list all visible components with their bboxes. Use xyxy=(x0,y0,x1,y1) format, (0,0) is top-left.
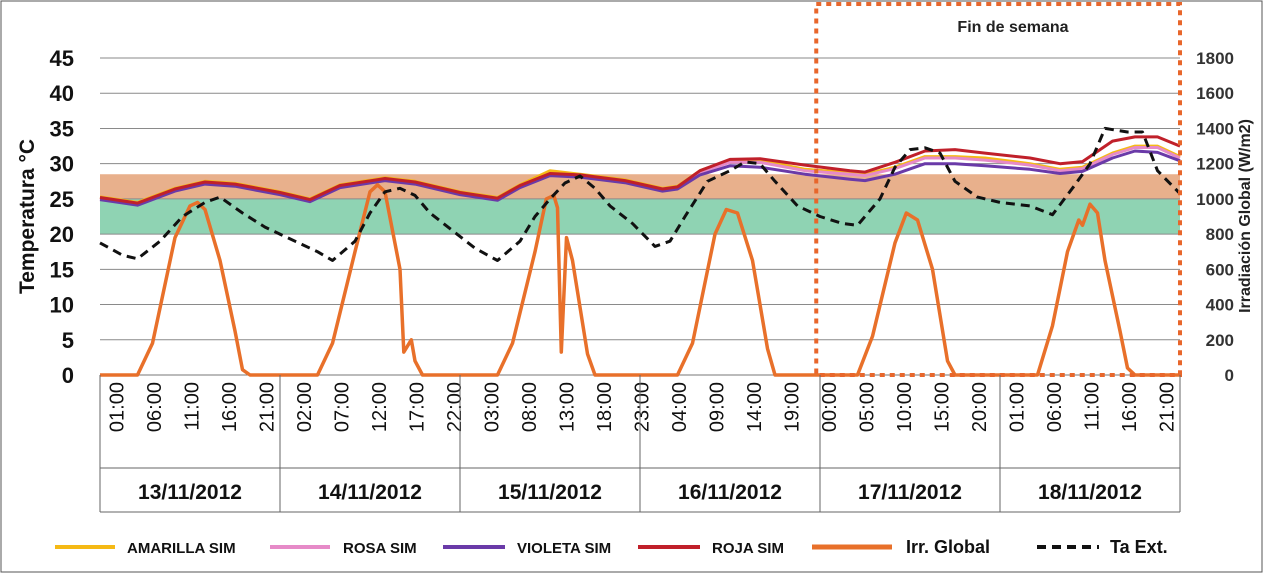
right-tick-label: 1800 xyxy=(1196,49,1234,68)
right-tick-label: 600 xyxy=(1206,260,1234,279)
x-tick-label: 23:00 xyxy=(631,382,653,432)
series-lines xyxy=(99,126,1182,377)
date-label: 17/11/2012 xyxy=(858,481,962,504)
right-tick-label: 1600 xyxy=(1196,84,1234,103)
right-tick-label: 1000 xyxy=(1196,190,1234,209)
x-tick-label: 19:00 xyxy=(781,382,803,432)
axes: 0 5 10 15 20 25 30 35 40 45 0 200 400 600 800 1000 1200 1… xyxy=(16,46,1254,388)
right-axis-title: Irradiación Global (W/m2) xyxy=(1237,119,1254,313)
weekend-box: Fin de semana xyxy=(814,2,1182,377)
weekend-label: Fin de semana xyxy=(957,19,1068,36)
left-tick-label: 40 xyxy=(50,81,74,106)
x-tick-label: 05:00 xyxy=(856,382,878,432)
right-tick-label: 0 xyxy=(1225,366,1234,385)
x-tick-label: 14:00 xyxy=(744,382,766,432)
date-label: 15/11/2012 xyxy=(498,481,602,504)
right-tick-label: 200 xyxy=(1206,331,1234,350)
right-tick-label: 1200 xyxy=(1196,155,1234,174)
weekend-dashed-box xyxy=(814,2,1182,377)
x-tick-label: 06:00 xyxy=(1044,382,1066,432)
left-tick-label: 10 xyxy=(50,293,74,318)
x-tick-label: 01:00 xyxy=(106,382,128,432)
left-tick-label: 5 xyxy=(62,328,74,353)
x-tick-label: 02:00 xyxy=(294,382,316,432)
legend-label: ROJA SIM xyxy=(712,540,784,557)
series-line-irr-global xyxy=(100,183,1180,377)
series-line-violeta-sim xyxy=(99,149,1181,207)
x-tick-label: 12:00 xyxy=(369,382,391,432)
x-tick-label: 16:00 xyxy=(219,382,241,432)
comfort-band-1 xyxy=(100,198,1180,235)
x-tick-label: 06:00 xyxy=(144,382,166,432)
legend-label: Ta Ext. xyxy=(1110,537,1168,557)
x-tick-label: 20:00 xyxy=(969,382,991,432)
date-label: 16/11/2012 xyxy=(678,481,782,504)
left-axis-title: Temperatura °C xyxy=(16,139,39,294)
x-tick-label: 21:00 xyxy=(256,382,278,432)
x-tick-label: 16:00 xyxy=(1119,382,1141,432)
date-label: 18/11/2012 xyxy=(1038,481,1142,504)
x-tick-label: 22:00 xyxy=(444,382,466,432)
left-tick-label: 0 xyxy=(62,363,74,388)
left-tick-label: 15 xyxy=(50,257,74,282)
left-tick-label: 20 xyxy=(50,222,74,247)
x-tick-label: 21:00 xyxy=(1156,382,1178,432)
x-tick-label: 01:00 xyxy=(1006,382,1028,432)
x-tick-label: 04:00 xyxy=(669,382,691,432)
legend: AMARILLA SIM ROSA SIM VIOLETA SIM ROJA SIM I… xyxy=(55,537,1168,557)
x-tick-label: 18:00 xyxy=(594,382,616,432)
left-tick-label: 35 xyxy=(50,116,74,141)
left-tick-label: 45 xyxy=(50,46,74,71)
x-tick-label: 07:00 xyxy=(331,382,353,432)
left-tick-label: 25 xyxy=(50,187,74,212)
x-tick-label: 00:00 xyxy=(819,382,841,432)
x-tick-label: 10:00 xyxy=(894,382,916,432)
x-tick-label: 03:00 xyxy=(481,382,503,432)
legend-label: Irr. Global xyxy=(906,537,990,557)
x-tick-label: 13:00 xyxy=(556,382,578,432)
series-line-ta-ext- xyxy=(99,126,1182,262)
date-label: 13/11/2012 xyxy=(138,481,242,504)
legend-label: VIOLETA SIM xyxy=(517,540,611,557)
right-tick-label: 1400 xyxy=(1196,119,1234,138)
x-tick-label: 11:00 xyxy=(1081,382,1103,431)
x-tick-label: 15:00 xyxy=(931,382,953,432)
legend-label: AMARILLA SIM xyxy=(127,540,236,557)
x-axis-labels: 01:00 06:00 11:00 16:00 21:00 02:00 07:00 12:00… xyxy=(99,375,1181,513)
x-tick-label: 11:00 xyxy=(181,382,203,431)
date-label: 14/11/2012 xyxy=(318,481,422,504)
right-tick-label: 400 xyxy=(1206,296,1234,315)
x-tick-label: 09:00 xyxy=(706,382,728,432)
series-line-roja-sim xyxy=(99,135,1181,205)
legend-label: ROSA SIM xyxy=(343,540,417,557)
right-tick-label: 800 xyxy=(1206,225,1234,244)
x-tick-label: 08:00 xyxy=(519,382,541,432)
left-tick-label: 30 xyxy=(50,152,74,177)
x-tick-label: 17:00 xyxy=(406,382,428,432)
